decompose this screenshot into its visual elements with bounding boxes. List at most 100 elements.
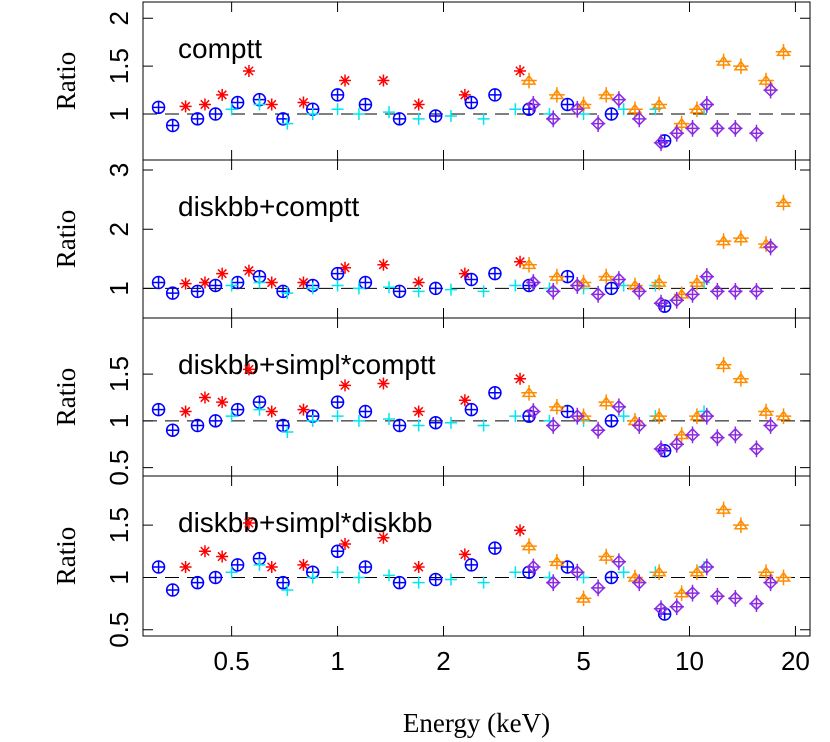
data-point bbox=[265, 405, 278, 418]
data-point bbox=[208, 414, 223, 428]
data-point bbox=[653, 440, 669, 458]
data-point bbox=[382, 281, 395, 294]
data-point bbox=[352, 282, 365, 295]
data-point bbox=[208, 107, 223, 121]
x-tick-label: 1 bbox=[330, 646, 344, 676]
data-point bbox=[306, 414, 319, 427]
data-point bbox=[331, 410, 344, 423]
series bbox=[526, 553, 778, 618]
data-point bbox=[151, 100, 166, 115]
data-point bbox=[358, 97, 373, 112]
data-point bbox=[488, 88, 502, 102]
data-point bbox=[230, 95, 245, 110]
data-point bbox=[651, 408, 667, 424]
data-point bbox=[377, 377, 390, 390]
data-point bbox=[464, 558, 479, 572]
y-tick-label: 1 bbox=[104, 281, 134, 295]
data-point bbox=[242, 363, 255, 376]
data-point bbox=[352, 414, 365, 427]
data-point bbox=[265, 98, 278, 111]
data-point bbox=[225, 566, 238, 579]
data-point bbox=[330, 266, 345, 281]
data-point bbox=[464, 402, 479, 417]
data-point bbox=[685, 584, 700, 602]
x-tick-label: 20 bbox=[781, 646, 810, 676]
y-axis-label: Ratio bbox=[51, 527, 81, 586]
data-point bbox=[604, 570, 619, 585]
data-point bbox=[265, 560, 278, 573]
data-point bbox=[509, 410, 522, 423]
data-point bbox=[758, 236, 774, 252]
panel-frame bbox=[142, 475, 811, 637]
data-point bbox=[339, 74, 352, 87]
data-point bbox=[617, 566, 630, 579]
data-point bbox=[339, 537, 352, 550]
data-point bbox=[521, 384, 537, 401]
data-point bbox=[526, 558, 541, 576]
x-tick-label: 5 bbox=[576, 646, 590, 676]
data-point bbox=[382, 412, 395, 425]
data-point bbox=[651, 564, 667, 581]
data-point bbox=[151, 402, 166, 417]
data-point bbox=[412, 98, 425, 111]
data-point bbox=[715, 53, 732, 70]
data-point bbox=[632, 417, 647, 434]
data-point bbox=[477, 285, 490, 298]
data-point bbox=[216, 88, 229, 101]
data-point bbox=[549, 268, 565, 285]
data-point bbox=[216, 550, 229, 563]
data-point bbox=[151, 560, 166, 574]
data-point bbox=[281, 117, 294, 130]
data-point bbox=[242, 517, 255, 530]
data-point bbox=[632, 574, 647, 592]
data-point bbox=[570, 277, 585, 294]
data-point bbox=[488, 541, 502, 555]
data-point bbox=[611, 398, 627, 416]
data-point bbox=[749, 282, 764, 300]
data-point bbox=[377, 258, 390, 271]
data-point bbox=[689, 274, 705, 291]
y-axis-label: Ratio bbox=[51, 368, 81, 427]
panel-frame bbox=[142, 317, 811, 477]
data-point bbox=[392, 284, 407, 299]
panel-annotation: diskbb+simpl*diskbb bbox=[178, 507, 432, 538]
data-point bbox=[590, 579, 606, 597]
data-point bbox=[728, 282, 743, 300]
y-axis-label: Ratio bbox=[51, 210, 81, 269]
data-point bbox=[604, 281, 619, 296]
y-tick-label: 2 bbox=[104, 11, 134, 25]
data-point bbox=[253, 98, 266, 111]
data-point bbox=[710, 282, 725, 300]
data-point bbox=[590, 285, 606, 303]
series bbox=[526, 81, 778, 152]
data-point bbox=[382, 106, 395, 119]
y-tick-label: 1 bbox=[104, 570, 134, 584]
data-point bbox=[570, 100, 585, 118]
data-point bbox=[458, 267, 471, 280]
data-point bbox=[749, 124, 764, 142]
data-point bbox=[216, 396, 229, 409]
data-point bbox=[728, 119, 743, 137]
data-point bbox=[412, 112, 425, 125]
data-point bbox=[339, 261, 352, 274]
data-point bbox=[444, 416, 457, 429]
data-point bbox=[392, 575, 407, 590]
data-point bbox=[179, 277, 192, 290]
data-point bbox=[710, 587, 725, 605]
data-point bbox=[549, 553, 565, 570]
data-point bbox=[669, 598, 684, 616]
data-point bbox=[514, 64, 527, 77]
series bbox=[521, 43, 792, 132]
data-point bbox=[281, 426, 294, 439]
data-point bbox=[514, 255, 527, 268]
data-point bbox=[179, 560, 192, 573]
data-point bbox=[611, 91, 627, 109]
data-point bbox=[281, 287, 294, 300]
data-point bbox=[598, 87, 615, 103]
series bbox=[521, 356, 792, 443]
data-point bbox=[458, 548, 471, 561]
data-point bbox=[444, 573, 457, 586]
data-point bbox=[330, 395, 345, 409]
data-point bbox=[699, 96, 715, 113]
data-point bbox=[715, 233, 732, 249]
